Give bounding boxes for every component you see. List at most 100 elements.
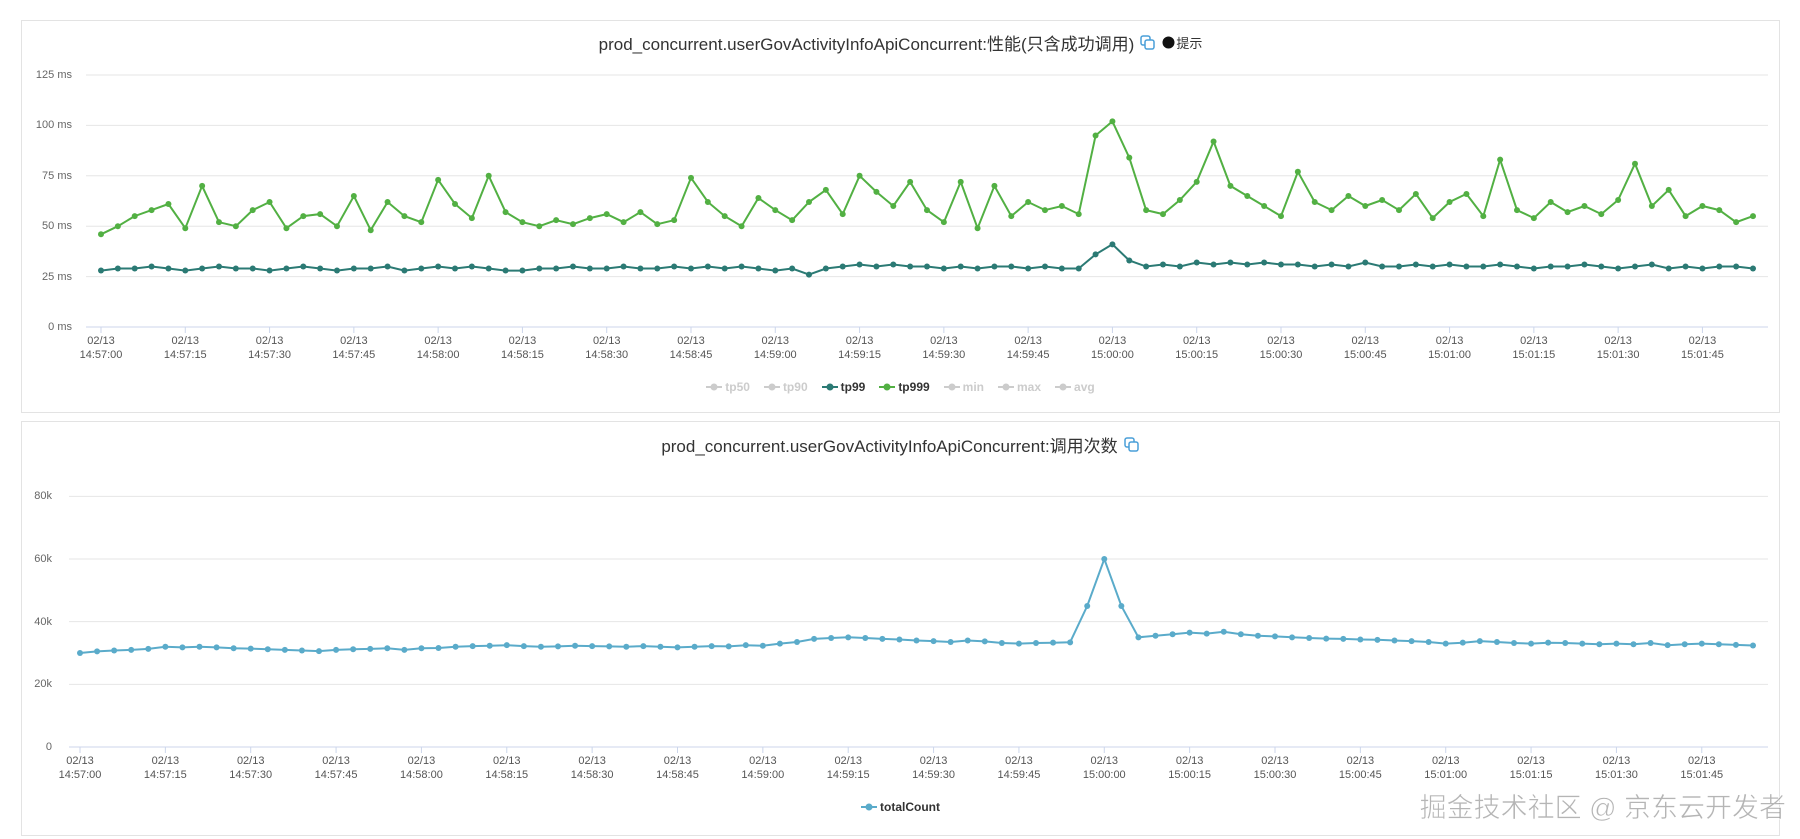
- data-point: [940, 219, 947, 226]
- data-point: [1598, 263, 1605, 270]
- legend-item[interactable]: totalCount: [861, 800, 940, 814]
- data-point: [452, 201, 458, 208]
- data-point: [839, 263, 846, 270]
- data-point: [755, 194, 762, 201]
- data-point: [536, 223, 543, 230]
- data-point: [688, 265, 694, 272]
- x-tick-label: 02/13 15:01:15: [1512, 335, 1556, 361]
- data-point: [199, 182, 206, 189]
- data-point: [789, 217, 796, 224]
- data-point: [281, 646, 288, 653]
- data-point: [1176, 263, 1183, 270]
- legend-item[interactable]: tp99: [821, 380, 865, 394]
- data-point: [1193, 259, 1200, 266]
- data-point: [981, 638, 988, 645]
- data-point: [957, 178, 964, 185]
- x-tick-label: 02/13 14:58:45: [656, 755, 699, 781]
- data-point: [114, 265, 121, 272]
- data-point: [1682, 263, 1689, 270]
- data-point: [957, 263, 964, 270]
- data-point: [1480, 263, 1487, 270]
- hint[interactable]: 提示: [1162, 33, 1202, 52]
- data-point: [1109, 118, 1116, 125]
- data-point: [1429, 263, 1436, 270]
- data-point: [1135, 634, 1142, 641]
- watermark: 掘金技术社区 @ 京东云开发者: [1419, 793, 1786, 824]
- data-point: [300, 213, 307, 220]
- data-point: [1033, 639, 1039, 646]
- data-point: [794, 639, 800, 646]
- data-point: [572, 642, 579, 649]
- data-point: [1084, 603, 1091, 609]
- copy-icon[interactable]: [1140, 34, 1156, 51]
- x-tick-label: 02/13 14:57:00: [58, 755, 102, 781]
- legend-item[interactable]: avg: [1055, 380, 1095, 394]
- copy-icon[interactable]: [1123, 436, 1140, 453]
- data-point: [1442, 640, 1449, 647]
- data-point: [165, 265, 172, 272]
- data-point: [300, 263, 307, 270]
- data-point: [1311, 263, 1318, 270]
- data-point: [1067, 639, 1074, 646]
- data-point: [1463, 190, 1470, 197]
- data-point: [1750, 642, 1756, 649]
- x-tick-label: 02/13 14:58:00: [400, 755, 443, 781]
- chart-title: prod_concurrent.userGovActivityInfoApiCo…: [661, 437, 1118, 456]
- data-point: [216, 263, 222, 270]
- data-point: [98, 267, 104, 274]
- data-point: [890, 261, 897, 268]
- legend-icon: [998, 383, 1015, 391]
- legend-label: tp50: [725, 380, 750, 394]
- data-point: [114, 223, 121, 230]
- y-tick-label: 40k: [34, 615, 52, 628]
- y-tick-label: 0 ms: [48, 321, 72, 333]
- legend-item[interactable]: max: [998, 380, 1041, 394]
- data-point: [862, 634, 869, 641]
- data-point: [637, 265, 644, 272]
- data-point: [418, 265, 425, 272]
- data-point: [1412, 190, 1419, 197]
- data-point: [1374, 636, 1381, 643]
- data-point: [1408, 638, 1415, 645]
- data-point: [469, 643, 476, 650]
- legend-item[interactable]: tp50: [706, 380, 750, 394]
- data-point: [1220, 628, 1227, 635]
- data-point: [1514, 207, 1520, 214]
- data-point: [811, 635, 818, 642]
- data-point: [1186, 629, 1193, 636]
- data-point: [216, 219, 222, 226]
- x-tick-label: 02/13 15:00:15: [1175, 335, 1219, 361]
- data-point: [704, 199, 711, 206]
- data-point: [317, 211, 324, 218]
- hint-icon-circle: [1162, 36, 1175, 49]
- data-point: [94, 648, 101, 655]
- data-point: [1160, 261, 1166, 268]
- x-tick-label: 02/13 15:01:00: [1424, 755, 1468, 781]
- data-point: [603, 211, 610, 218]
- data-point: [586, 265, 593, 272]
- data-point: [1379, 196, 1386, 203]
- data-point: [907, 178, 914, 185]
- data-point: [704, 263, 711, 270]
- y-tick-label: 100 ms: [35, 119, 72, 132]
- data-point: [856, 172, 863, 179]
- data-point: [654, 221, 661, 228]
- data-point: [213, 644, 220, 651]
- legend-item[interactable]: tp999: [879, 380, 930, 394]
- data-point: [1193, 178, 1200, 185]
- legend-item[interactable]: tp90: [763, 380, 808, 394]
- legend-item[interactable]: min: [943, 380, 984, 394]
- data-point: [1699, 265, 1706, 272]
- data-point: [1732, 641, 1739, 648]
- data-point: [671, 217, 678, 224]
- data-point: [1160, 211, 1166, 218]
- data-point: [1210, 261, 1217, 268]
- data-point: [1237, 631, 1244, 638]
- data-point: [913, 637, 920, 644]
- x-tick-label: 02/13 14:59:00: [753, 335, 797, 361]
- y-tick-label: 80k: [34, 490, 52, 503]
- data-point: [247, 645, 254, 652]
- y-tick-label: 25 ms: [42, 270, 72, 283]
- y-tick-label: 75 ms: [42, 169, 72, 182]
- data-point: [1176, 196, 1183, 203]
